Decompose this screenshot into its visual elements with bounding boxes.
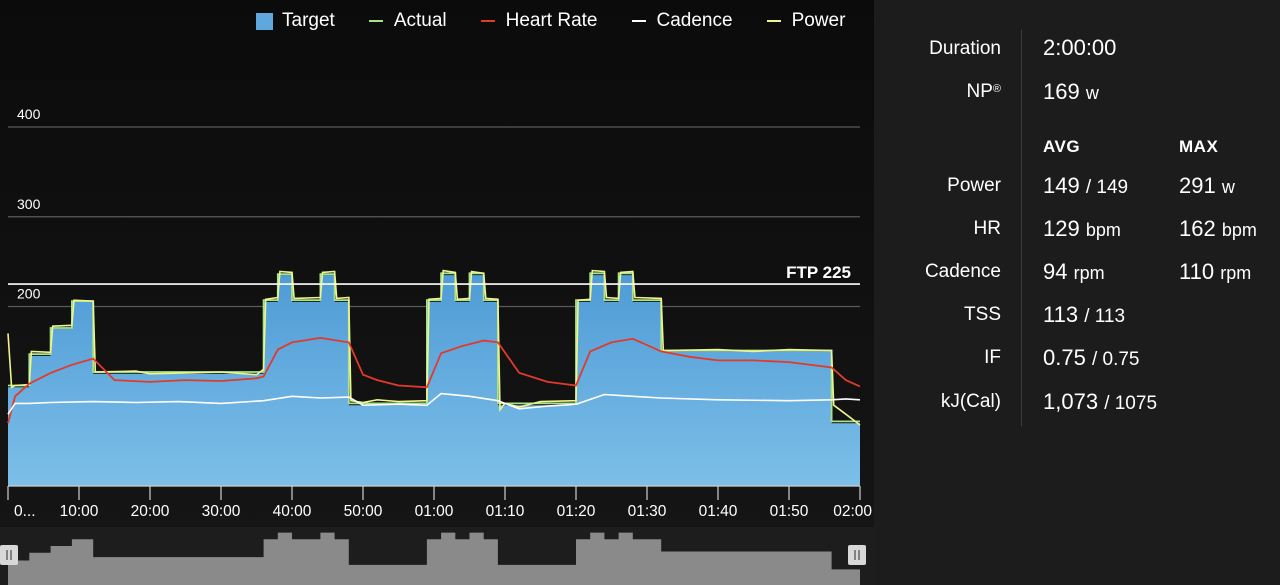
overview-handle-right[interactable] (848, 545, 866, 565)
x-tick-label: 01:00 (415, 503, 454, 520)
x-tick-label: 01:30 (628, 503, 667, 520)
np-value-number: 169 (1043, 79, 1080, 104)
y-tick-label: 400 (17, 106, 41, 122)
if-avg-secondary: / 0.75 (1091, 349, 1140, 370)
legend-cadence-swatch (631, 20, 646, 22)
x-tick-label: 0... (14, 503, 36, 520)
x-tick-label: 40:00 (273, 503, 312, 520)
workout-chart: 200 300 400 FTP 225 0... 10:00 20:00 30:00 40:0… (0, 0, 874, 585)
x-tick-label: 01:50 (770, 503, 809, 520)
legend-heart-rate[interactable]: Heart Rate (480, 10, 598, 32)
overview-handle-right-grip[interactable] (848, 545, 866, 565)
series-power-line (7, 269, 861, 426)
power-max-number: 291 (1179, 173, 1216, 198)
cadence-avg-unit: rpm (1073, 263, 1105, 283)
legend-cadence-label: Cadence (656, 10, 733, 31)
np-label: NP® (966, 81, 1001, 103)
series-cadence-line (7, 392, 861, 415)
power-avg-number: 149 (1043, 173, 1080, 198)
np-unit: w (1085, 83, 1099, 103)
kj-cal-avg-value: 1,073 / 1075 (1043, 389, 1157, 415)
hr-max-number: 162 (1179, 216, 1216, 241)
legend-power-label: Power (791, 10, 846, 31)
tss-avg-number: 113 (1043, 302, 1079, 327)
cadence-max-number: 110 (1179, 259, 1215, 284)
duration-label: Duration (929, 38, 1001, 59)
tss-avg-value: 113 / 113 (1043, 302, 1125, 328)
tss-label: TSS (964, 304, 1001, 325)
legend-target[interactable]: Target (256, 10, 335, 32)
x-tick-label: 02:00 (833, 503, 872, 520)
x-tick-label: 01:10 (486, 503, 525, 520)
legend-actual-swatch (368, 20, 383, 22)
legend-actual-label: Actual (393, 10, 447, 31)
chart-legend: Target Actual Heart Rate Cadence Power (256, 9, 845, 33)
x-tick-label: 10:00 (60, 503, 99, 520)
kj-cal-avg-secondary: / 1075 (1104, 393, 1158, 414)
x-tick-label: 01:40 (699, 503, 738, 520)
stats-divider (1021, 30, 1022, 426)
power-max-value: 291 w (1179, 173, 1235, 199)
series-target-area (8, 275, 860, 486)
series-heart-rate-line (7, 336, 861, 424)
max-column-header: MAX (1179, 137, 1219, 156)
stats-panel: Duration 2:00:00 NP® 169 w AVG MAX Power… (874, 0, 1280, 585)
x-tick-label: 20:00 (131, 503, 170, 520)
legend-power[interactable]: Power (766, 10, 846, 32)
cadence-avg-value: 94 rpm (1043, 259, 1105, 285)
power-max-unit: w (1221, 177, 1235, 197)
legend-heart-rate-swatch (480, 20, 495, 22)
cadence-label: Cadence (924, 261, 1001, 282)
hr-max-value: 162 bpm (1179, 216, 1257, 242)
overview-handle-left[interactable] (0, 545, 18, 565)
legend-actual[interactable]: Actual (368, 10, 447, 32)
legend-cadence[interactable]: Cadence (631, 10, 733, 32)
kj-cal-avg-number: 1,073 (1043, 389, 1099, 414)
cadence-max-value: 110 rpm (1179, 259, 1251, 285)
hr-label: HR (973, 218, 1001, 239)
power-avg-secondary: / 149 (1085, 177, 1129, 198)
legend-target-label: Target (282, 10, 335, 31)
tss-avg-secondary: / 113 (1084, 306, 1126, 327)
np-label-text: NP (966, 81, 993, 102)
np-registered-mark: ® (992, 83, 1001, 95)
hr-max-unit: bpm (1221, 220, 1257, 240)
kj-cal-label: kJ(Cal) (940, 391, 1001, 412)
x-tick-label: 30:00 (202, 503, 241, 520)
legend-power-swatch (766, 20, 781, 22)
hr-avg-unit: bpm (1085, 220, 1121, 240)
hr-avg-value: 129 bpm (1043, 216, 1121, 242)
y-tick-label: 200 (17, 286, 41, 302)
np-value: 169 w (1043, 79, 1099, 105)
cadence-avg-number: 94 (1043, 259, 1068, 284)
if-label: IF (984, 347, 1001, 368)
y-tick-label: 300 (17, 196, 41, 212)
overview-target-silhouette (8, 532, 860, 585)
if-avg-value: 0.75 / 0.75 (1043, 345, 1140, 371)
overview-handle-left-grip[interactable] (0, 545, 18, 565)
chart-svg: 200 300 400 FTP 225 0... 10:00 20:00 30:00 40:0… (0, 106, 874, 585)
avg-column-header: AVG (1043, 137, 1081, 156)
power-label: Power (947, 175, 1001, 196)
if-avg-number: 0.75 (1043, 345, 1086, 370)
hr-avg-number: 129 (1043, 216, 1080, 241)
x-tick-label: 50:00 (344, 503, 383, 520)
power-avg-value: 149 / 149 (1043, 173, 1128, 199)
duration-value: 2:00:00 (1043, 35, 1117, 60)
legend-target-swatch (256, 12, 273, 30)
cadence-max-unit: rpm (1220, 263, 1252, 283)
x-tick-label: 01:20 (557, 503, 596, 520)
ftp-label: FTP 225 (786, 263, 851, 282)
legend-heart-rate-label: Heart Rate (505, 10, 598, 31)
